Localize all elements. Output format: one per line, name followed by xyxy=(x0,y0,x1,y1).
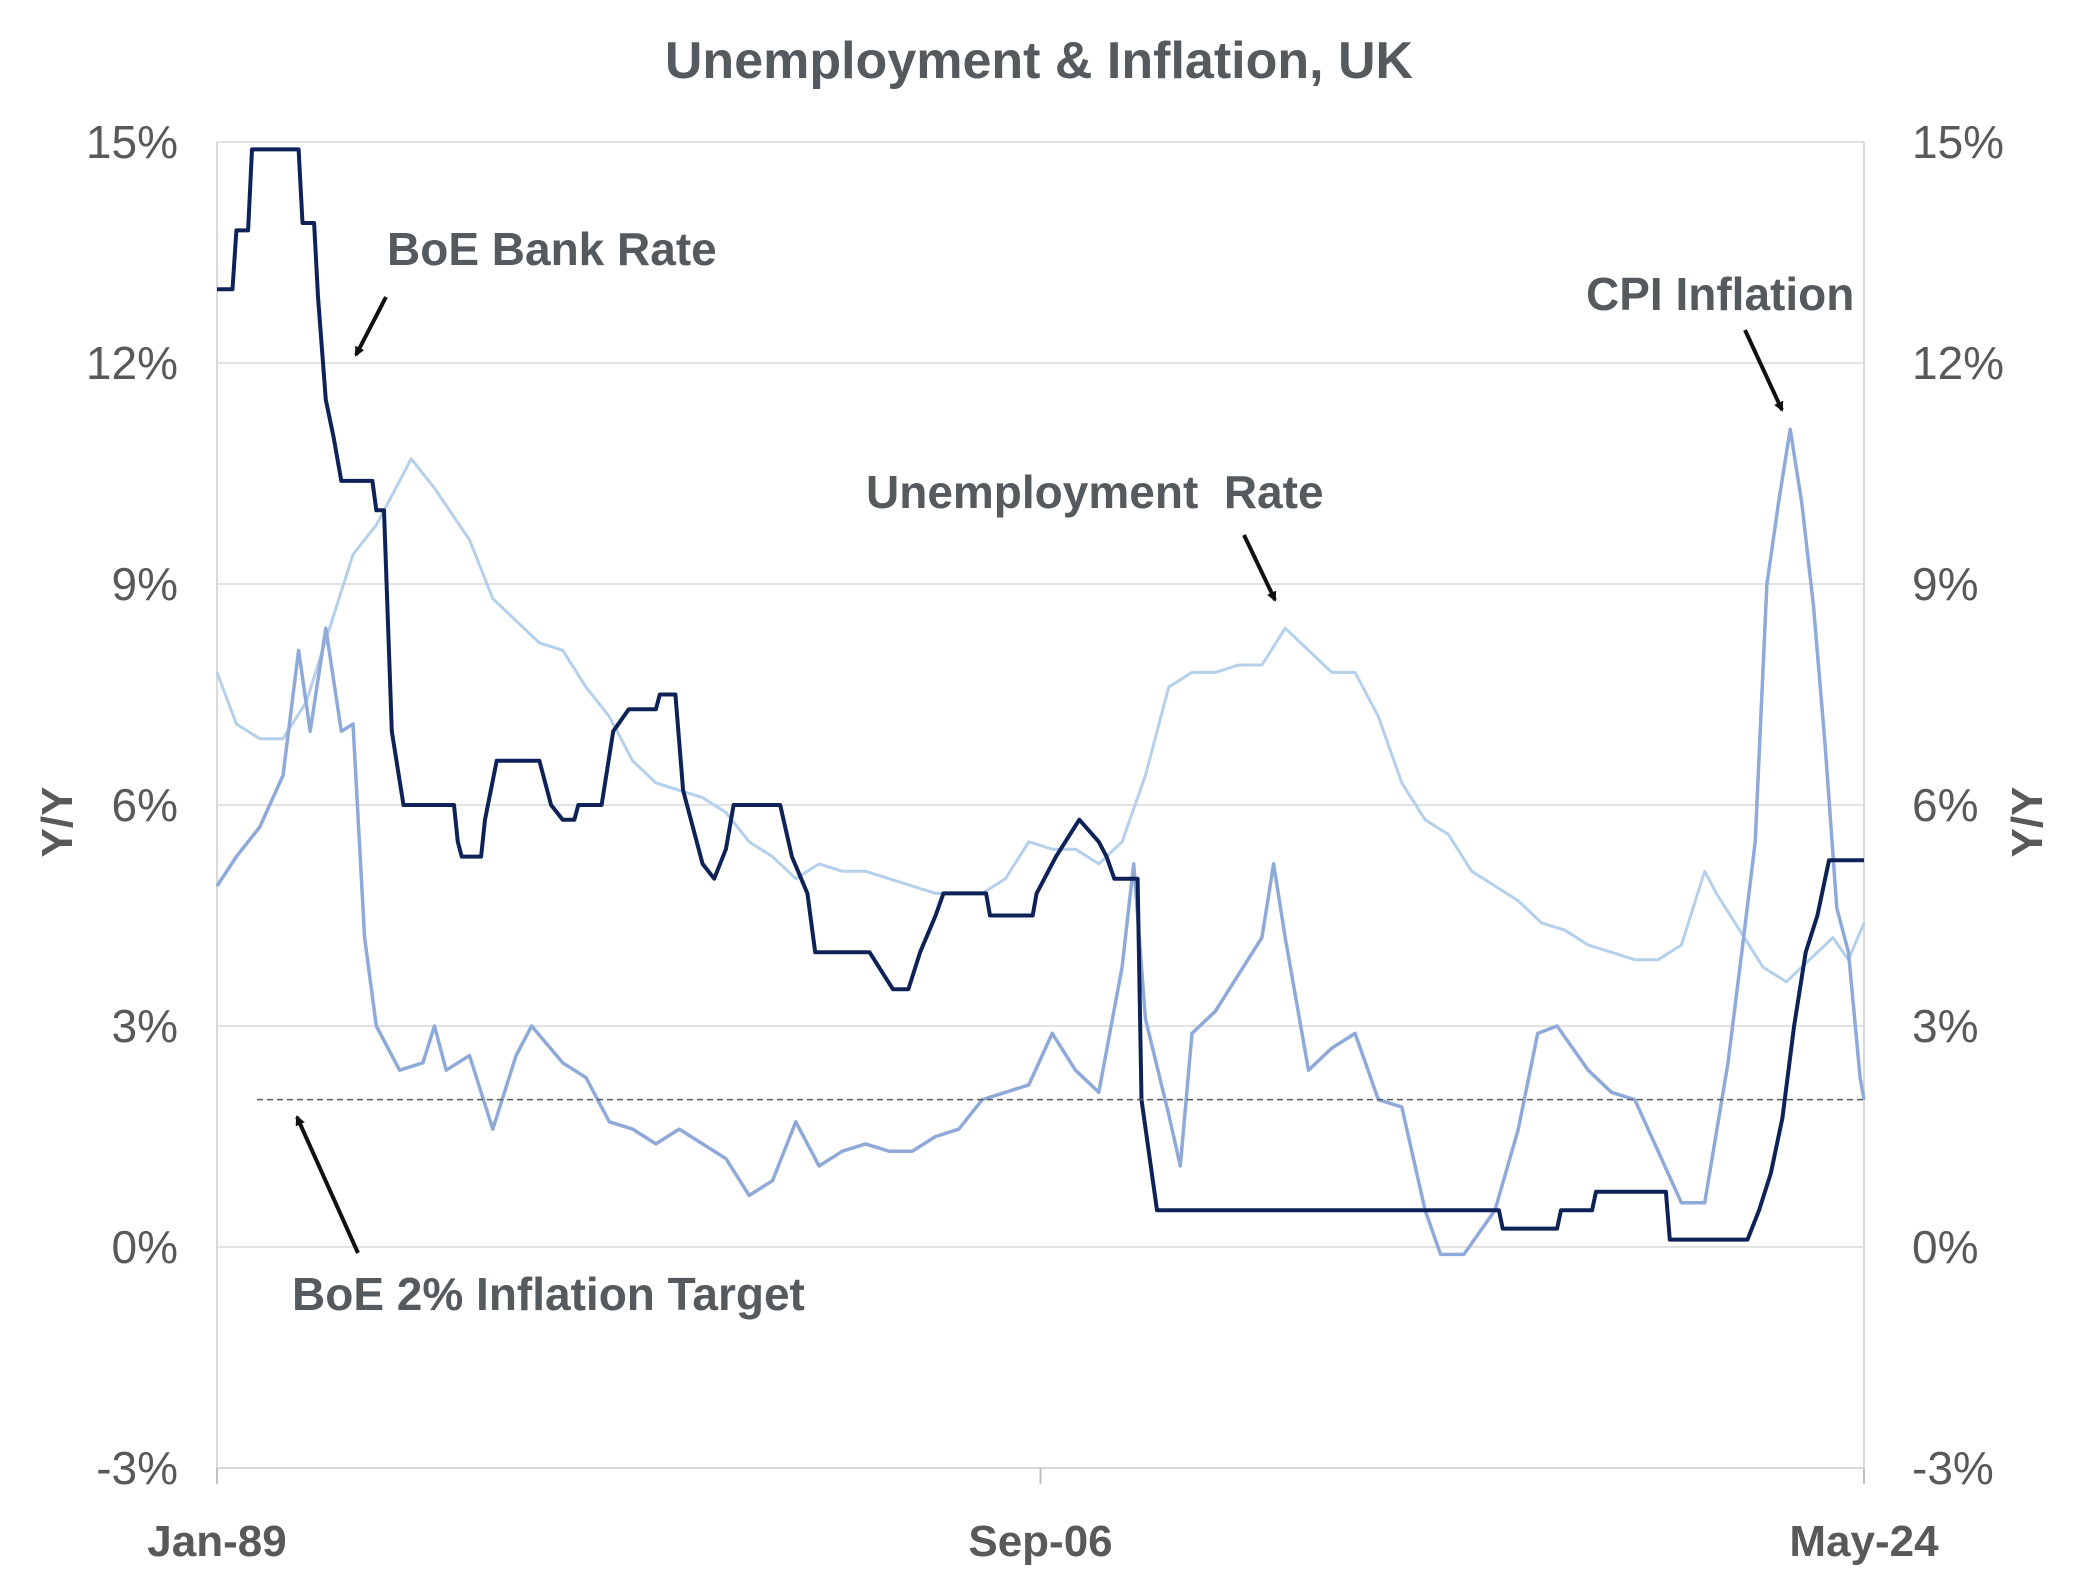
series-lines xyxy=(215,147,1866,1257)
y-axis-right: 15% 12% 9% 6% 3% 0% -3% xyxy=(1912,116,2004,1494)
x-axis: Jan-89 Sep-06 May-24 xyxy=(147,1468,1939,1566)
y-tick-label-left: 15% xyxy=(86,116,178,168)
y-tick-label-right: 15% xyxy=(1912,116,2004,168)
annotation-unemployment-arrow xyxy=(1242,534,1277,602)
y-tick-label-left: 6% xyxy=(112,779,178,831)
y-tick-label-left: -3% xyxy=(96,1442,178,1494)
annotation-bank-rate-label: BoE Bank Rate xyxy=(387,223,717,275)
y-axis-left: 15% 12% 9% 6% 3% 0% -3% xyxy=(86,116,178,1494)
annotation-cpi-arrow xyxy=(1743,329,1784,412)
annotation-unemployment-label: Unemployment Rate xyxy=(866,466,1324,518)
annotation-cpi-label: CPI Inflation xyxy=(1586,268,1854,320)
y-tick-label-left: 12% xyxy=(86,337,178,389)
bank-rate-line xyxy=(217,147,1864,1242)
cpi-line xyxy=(215,427,1866,1257)
chart-title: Unemployment & Inflation, UK xyxy=(665,32,1414,90)
y-tick-label-right: -3% xyxy=(1912,1442,1994,1494)
y-tick-label-right: 12% xyxy=(1912,337,2004,389)
x-tick-label: Jan-89 xyxy=(147,1517,286,1566)
y-tick-label-left: 9% xyxy=(112,558,178,610)
y-axis-left-label: Y/Y xyxy=(33,787,82,858)
annotation-inflation-target-label: BoE 2% Inflation Target xyxy=(292,1268,805,1320)
y-tick-label-right: 9% xyxy=(1912,558,1978,610)
annotations: BoE Bank Rate CPI Inflation Unemployment R… xyxy=(292,223,1854,1320)
y-axis-right-label: Y/Y xyxy=(2003,787,2052,858)
y-tick-label-right: 0% xyxy=(1912,1221,1978,1273)
y-tick-label-right: 6% xyxy=(1912,779,1978,831)
y-tick-label-left: 3% xyxy=(112,1000,178,1052)
unemployment-line xyxy=(215,457,1866,984)
y-tick-label-left: 0% xyxy=(112,1221,178,1273)
x-tick-label: Sep-06 xyxy=(968,1517,1112,1566)
x-tick-label: May-24 xyxy=(1789,1517,1939,1566)
annotation-bank-rate-arrow xyxy=(354,296,388,357)
annotation-inflation-target-arrow xyxy=(295,1115,360,1254)
y-tick-label-right: 3% xyxy=(1912,1000,1978,1052)
